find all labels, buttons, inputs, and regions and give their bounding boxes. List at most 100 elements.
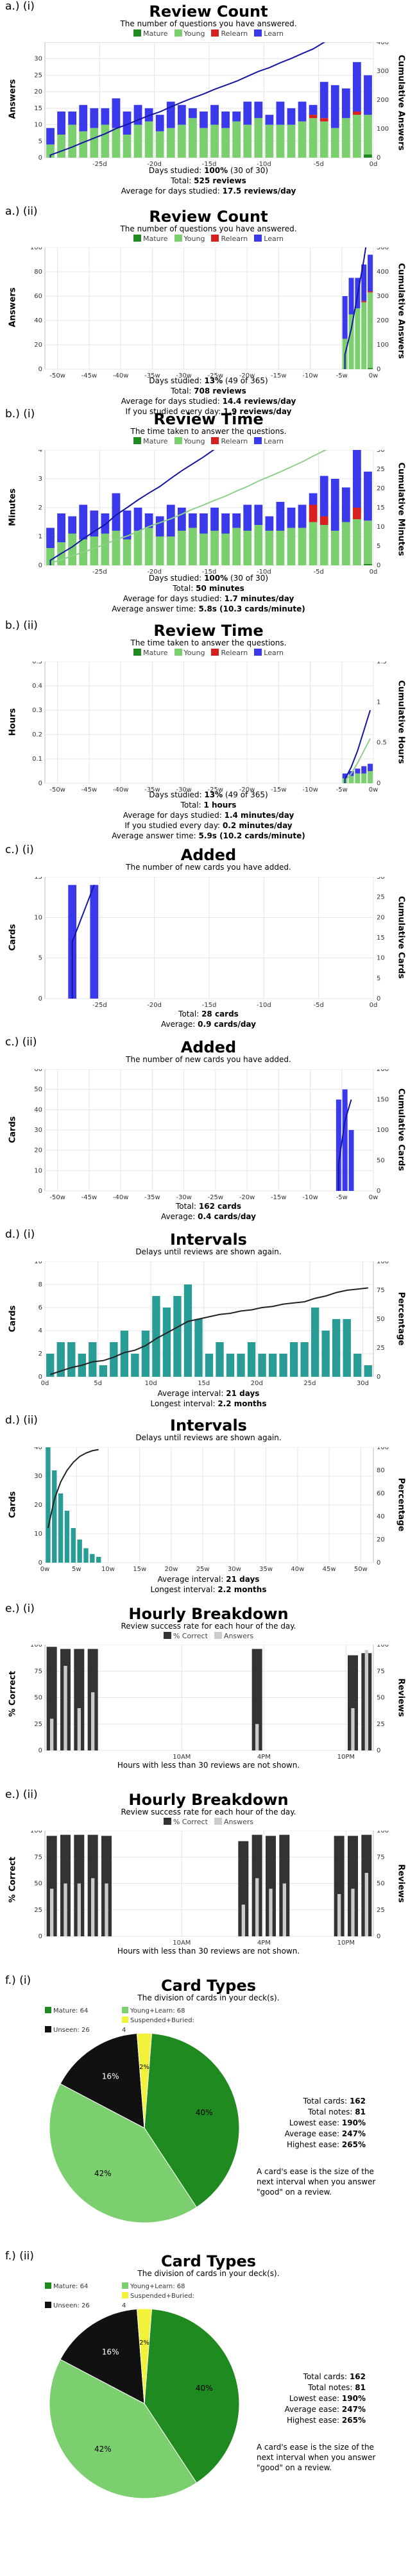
legend-item[interactable]: Relearn: [211, 437, 248, 445]
y-tick-label: 50: [34, 1881, 42, 1888]
x-tick-label: 50w: [354, 1566, 368, 1573]
section-label: f.) (ii): [5, 2250, 34, 2263]
y2-tick-label: 20: [377, 914, 385, 921]
stats-key: Total notes:: [308, 2383, 353, 2392]
x-tick-label: -10w: [302, 372, 318, 379]
x-tick-label: -15d: [202, 1002, 217, 1009]
legend-item[interactable]: Unseen: 26: [45, 2301, 122, 2311]
legend-item[interactable]: Mature: [133, 649, 168, 657]
legend-item[interactable]: Mature: 64: [45, 2282, 122, 2291]
stats-value: 100%: [204, 574, 228, 583]
bar: [268, 1354, 277, 1377]
y2-tick-label: 500: [377, 247, 389, 251]
bar-young: [189, 528, 197, 565]
bar-young: [221, 533, 230, 565]
bar: [342, 1089, 348, 1191]
legend-item[interactable]: Suspended+Buried: 4: [122, 2016, 199, 2035]
bar-young: [101, 124, 110, 158]
stats-value: 100%: [204, 166, 228, 175]
bar-learn: [68, 516, 77, 534]
bar-learn: [309, 493, 318, 505]
legend-item[interactable]: Learn: [254, 29, 284, 38]
legend-item[interactable]: Young: [174, 29, 205, 38]
stats-value: 265%: [341, 2140, 366, 2149]
legend-item[interactable]: Young: [174, 649, 205, 657]
legend-item[interactable]: Young+Learn: 68: [122, 2282, 199, 2291]
pie-slice-young-learn[interactable]: [49, 2083, 198, 2223]
legend-item[interactable]: Learn: [254, 235, 284, 243]
y-tick-label: 5: [38, 138, 42, 145]
x-tick-label: 30d: [357, 1380, 369, 1387]
legend-item[interactable]: Mature: 64: [45, 2006, 122, 2016]
y2-tick-label: 100: [377, 126, 389, 133]
bar-learn: [355, 769, 361, 774]
legend-item[interactable]: Young: [174, 235, 205, 243]
pie-slice-suspended-buried[interactable]: [136, 2032, 153, 2129]
stats-key: Hours with less than 30 reviews are not …: [117, 1947, 300, 1956]
x-tick-label: -15w: [271, 786, 287, 794]
y-tick-label: 0.3: [32, 707, 42, 714]
legend-item[interactable]: Learn: [254, 649, 284, 657]
legend-item[interactable]: Unseen: 26: [45, 2025, 122, 2035]
legend-item[interactable]: Suspended+Buried: 4: [122, 2291, 199, 2311]
pie-slice-unseen[interactable]: [60, 2308, 145, 2404]
section-title: Intervals: [170, 1417, 247, 1434]
bar-learn: [189, 108, 197, 119]
legend-item[interactable]: Relearn: [211, 649, 248, 657]
legend-swatch: [163, 1632, 171, 1639]
stats-key: Total:: [171, 386, 192, 395]
pie-slice-unseen[interactable]: [60, 2032, 145, 2129]
bar-young: [123, 539, 132, 565]
x-tick-label: -5w: [336, 786, 348, 794]
y2-tick-label: 10: [377, 955, 385, 962]
legend-item[interactable]: Young: [174, 437, 205, 445]
x-tick-label: -45w: [81, 1194, 98, 1201]
answers-bar: [364, 1650, 368, 1750]
stats-line: Total cards: 162: [269, 2096, 366, 2107]
legend-item[interactable]: Mature: [133, 29, 168, 38]
bar-young: [68, 533, 77, 565]
section-title: Hourly Breakdown: [128, 1791, 289, 1809]
bar: [205, 1354, 214, 1377]
bar: [311, 1308, 319, 1377]
y2-tick-label: 100: [377, 342, 389, 349]
x-tick-label: -15w: [271, 372, 287, 379]
legend-item[interactable]: Learn: [254, 437, 284, 445]
bar-young: [348, 314, 354, 369]
legend-label: Learn: [264, 29, 284, 38]
pie-percent-label: 42%: [94, 2445, 112, 2454]
legend-item[interactable]: Relearn: [211, 29, 248, 38]
bar: [58, 1493, 64, 1563]
legend-item[interactable]: Mature: [133, 235, 168, 243]
legend-item[interactable]: % Correct: [163, 1818, 208, 1826]
y-tick-label: 75: [34, 1668, 42, 1675]
y-tick-label: 40: [34, 317, 42, 324]
legend-item[interactable]: Young+Learn: 68: [122, 2006, 199, 2016]
bar-learn: [309, 104, 318, 115]
bar: [141, 1331, 150, 1377]
answers-bar: [91, 1878, 95, 1936]
pie-slice-young-learn[interactable]: [49, 2359, 198, 2499]
pie-slice-suspended-buried[interactable]: [136, 2308, 153, 2404]
correct-bar: [348, 1655, 358, 1750]
bar-learn: [243, 504, 252, 531]
bar-learn: [90, 108, 99, 128]
chart-legend: Mature Young Relearn Learn: [0, 649, 417, 657]
legend-item[interactable]: Relearn: [211, 235, 248, 243]
bar-young: [90, 536, 99, 565]
y2-tick-label: 0: [377, 1188, 380, 1195]
answers-bar: [77, 1708, 81, 1750]
legend-item[interactable]: Answers: [214, 1632, 253, 1640]
bar-young: [341, 522, 350, 565]
y-tick-label: 0.4: [32, 683, 42, 690]
legend-item[interactable]: Mature: [133, 437, 168, 445]
legend-item[interactable]: % Correct: [163, 1632, 208, 1640]
y2-tick-label: 60: [377, 1490, 385, 1497]
answers-bar: [50, 1718, 54, 1750]
answers-bar: [241, 1904, 245, 1936]
legend-swatch: [45, 2282, 51, 2289]
x-tick-label: -25d: [92, 161, 107, 168]
pie-percent-label: 42%: [94, 2169, 112, 2178]
bar-young: [144, 528, 153, 565]
legend-item[interactable]: Answers: [214, 1818, 253, 1826]
